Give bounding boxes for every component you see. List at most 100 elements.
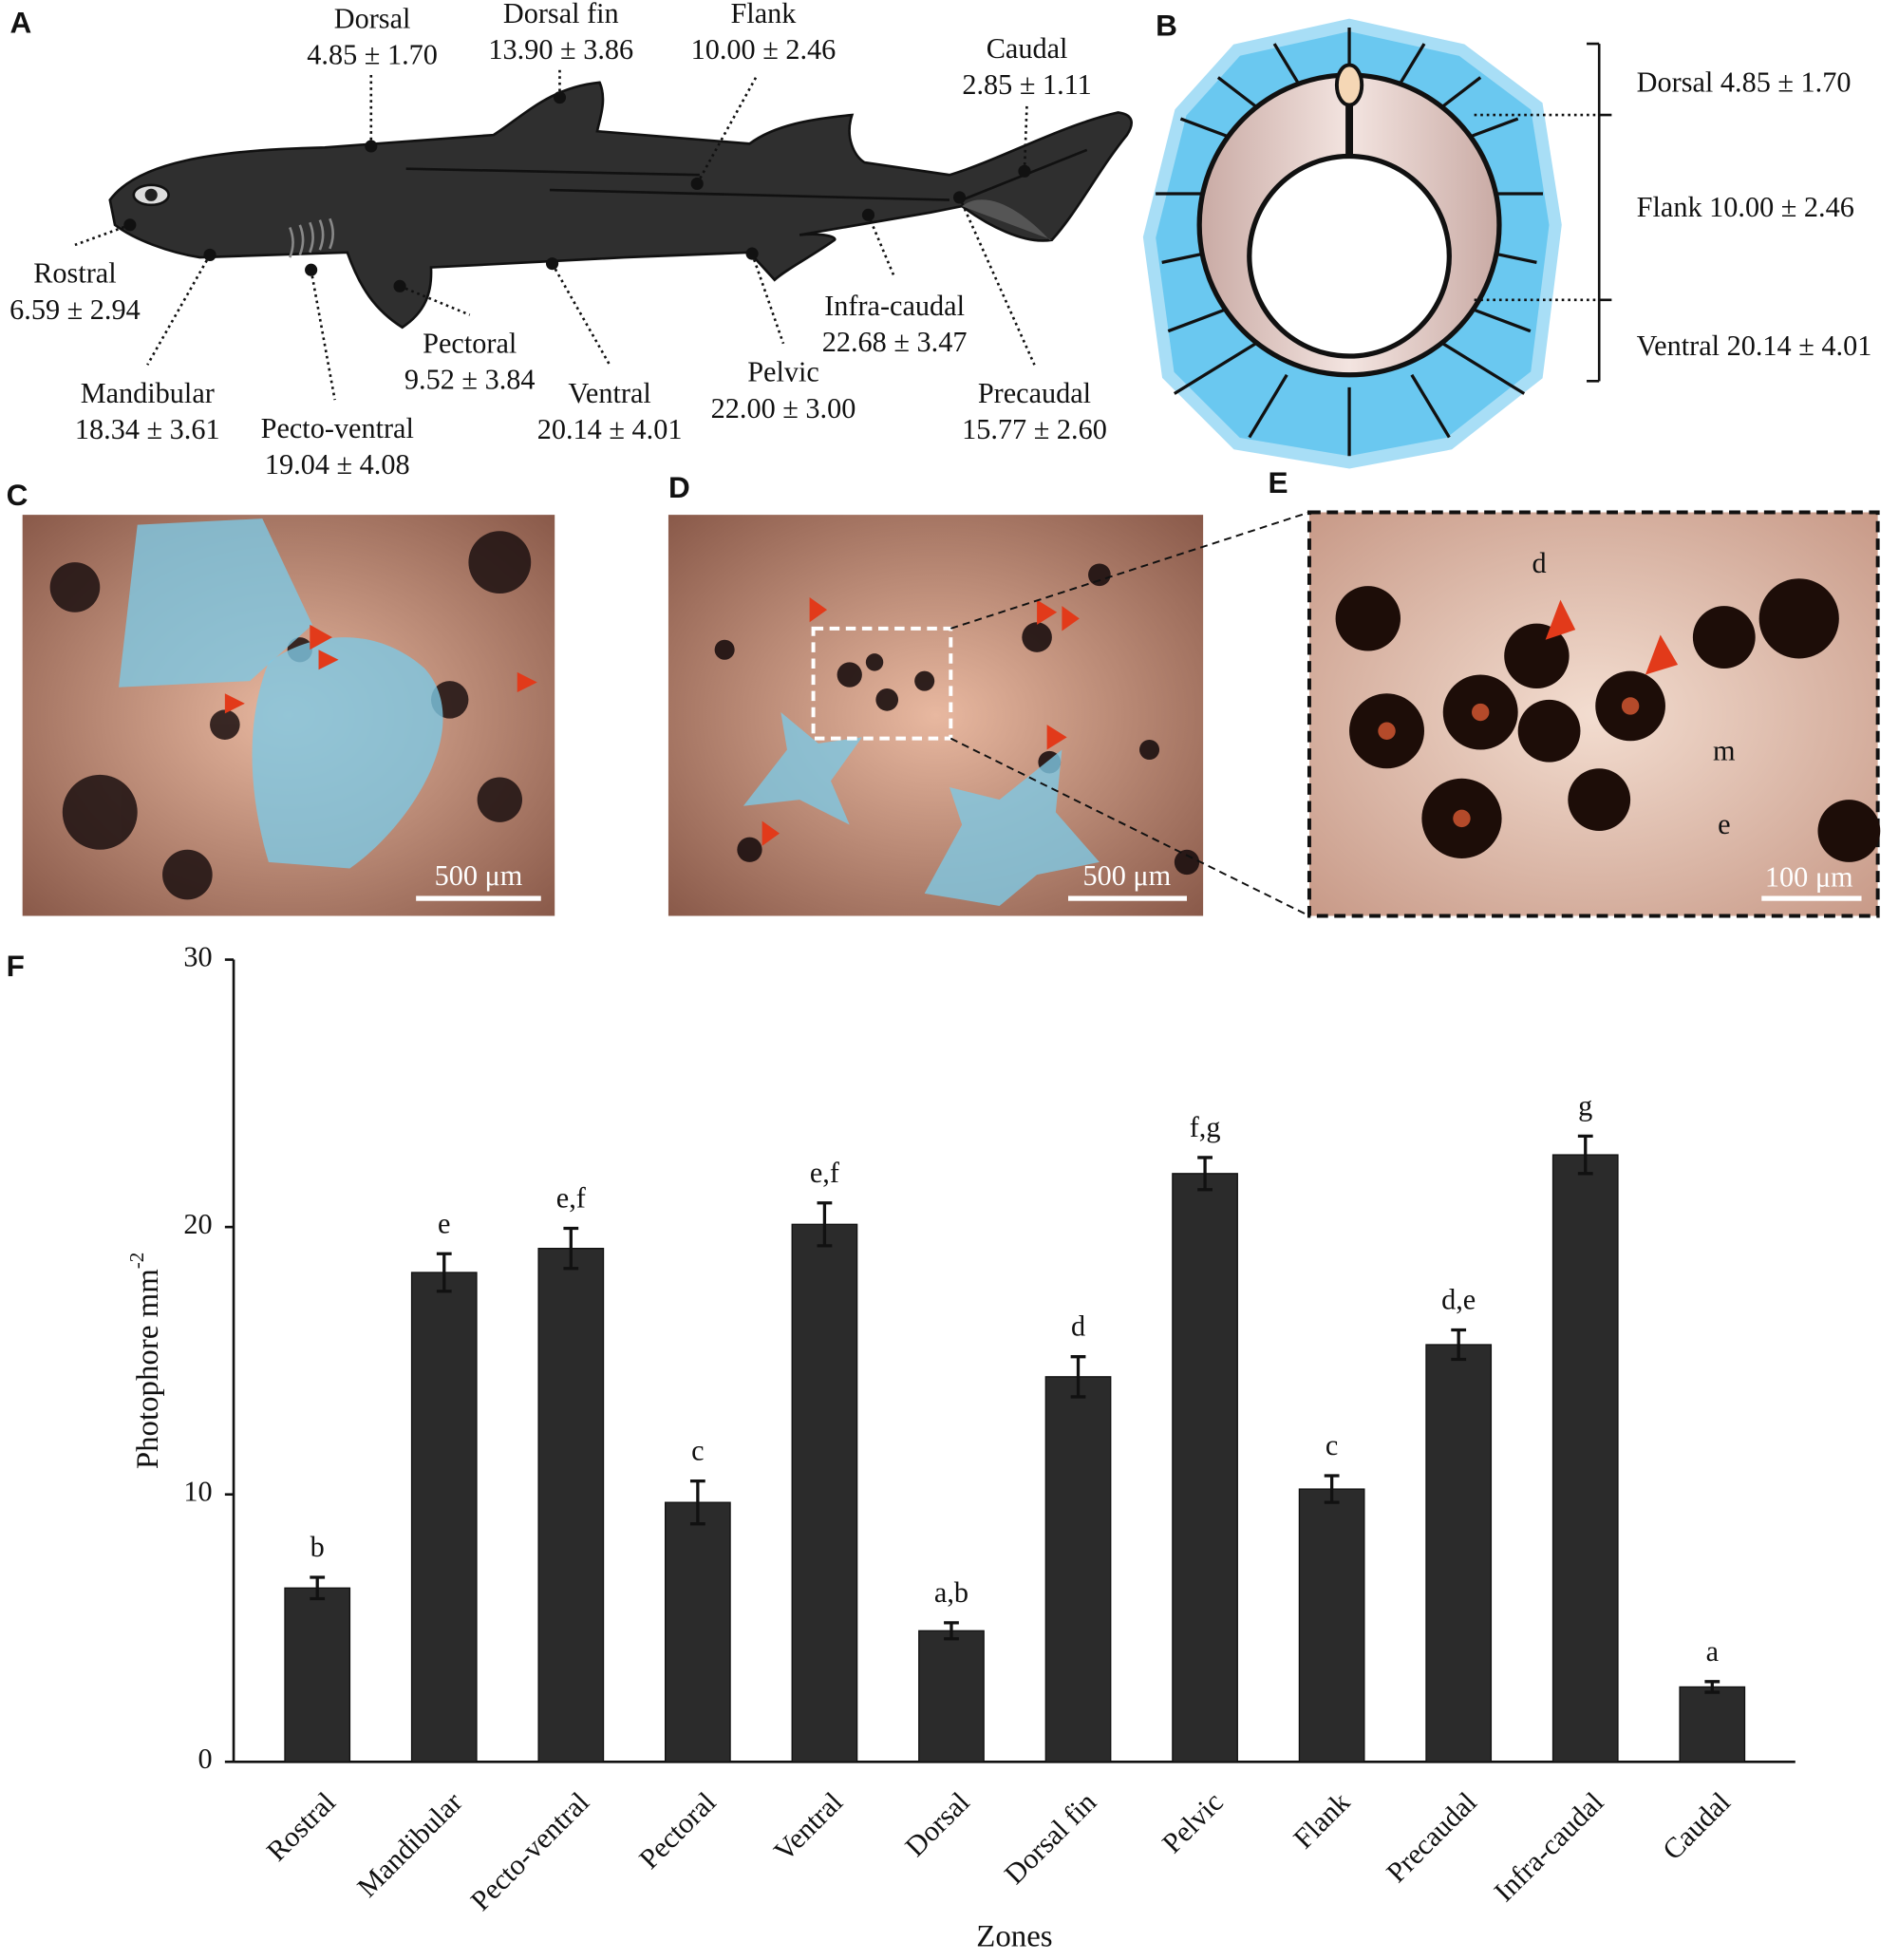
zone-name: Caudal — [987, 32, 1068, 65]
bar — [1425, 1344, 1493, 1762]
x-tick-label: Ventral — [767, 1786, 849, 1868]
y-tick-label: 30 — [183, 940, 212, 972]
x-tick-label: Caudal — [1656, 1786, 1737, 1867]
bar — [1551, 1154, 1619, 1762]
zone-name: Precaudal — [978, 377, 1091, 409]
zone-name: Ventral — [568, 377, 650, 409]
error-bar — [1070, 1355, 1086, 1399]
y-axis-title-sup: -2 — [125, 1253, 148, 1270]
bar — [918, 1630, 985, 1762]
section-label: Dorsal 4.85 ± 1.70 — [1637, 66, 1852, 98]
error-bar — [817, 1201, 833, 1248]
significance-letter: g — [1578, 1089, 1592, 1121]
error-bar — [1451, 1328, 1467, 1362]
zone-value: 19.04 ± 4.08 — [265, 448, 410, 481]
y-tick-label: 20 — [183, 1208, 212, 1240]
significance-letter: d,e — [1441, 1284, 1476, 1316]
zone-name: Mandibular — [81, 377, 215, 409]
zone-value: 2.85 ± 1.11 — [962, 68, 1091, 101]
zone-name: Dorsal fin — [503, 0, 619, 29]
micrograph-c — [22, 515, 555, 916]
zone-value: 13.90 ± 3.86 — [488, 33, 633, 66]
bar — [1172, 1173, 1238, 1762]
zone-labels: Dorsal 4.85 ± 1.70 Dorsal fin 13.90 ± 3.86 F… — [9, 0, 1107, 481]
x-tick-label: Pelvic — [1156, 1786, 1230, 1860]
error-bar — [1197, 1156, 1213, 1192]
panel-label: E — [1269, 465, 1288, 499]
error-bar — [689, 1479, 705, 1526]
panel-label: D — [668, 470, 690, 504]
y-axis-title: Photophore mm-2 — [125, 1253, 165, 1470]
zone-value: 15.77 ± 2.60 — [962, 413, 1107, 445]
y-tick-label: 10 — [183, 1476, 212, 1508]
significance-letter: a — [1706, 1635, 1720, 1668]
zone-value: 20.14 ± 4.01 — [537, 413, 683, 445]
error-bar — [563, 1226, 579, 1271]
zone-name: Infra-caudal — [824, 290, 965, 322]
error-bar — [1324, 1474, 1340, 1504]
tissue-letter: m — [1713, 734, 1736, 766]
bar — [537, 1248, 605, 1762]
bar — [284, 1587, 351, 1762]
x-tick-label: Mandibular — [351, 1786, 469, 1904]
bar — [791, 1223, 858, 1762]
bar — [1044, 1376, 1112, 1762]
section-label: Flank 10.00 ± 2.46 — [1637, 191, 1854, 223]
bar — [410, 1272, 478, 1762]
panel-label: F — [7, 949, 25, 983]
error-bar — [1704, 1680, 1720, 1694]
significance-letter: c — [691, 1435, 704, 1467]
zone-value: 9.52 ± 3.84 — [404, 364, 536, 396]
micrograph-d — [667, 511, 1310, 917]
significance-letter: f,g — [1190, 1111, 1221, 1143]
section-label: Ventral 20.14 ± 4.01 — [1637, 330, 1872, 362]
error-bar — [310, 1575, 326, 1601]
significance-letter: a,b — [934, 1576, 968, 1609]
bar-chart: Photophore mm-2 Zones 0 10 20 30 b Rostral e Ma… — [125, 940, 1796, 1954]
micrograph-e — [1307, 510, 1881, 918]
scale-bar-label: 500 μm — [435, 859, 523, 892]
panel-label: B — [1156, 8, 1177, 42]
error-bar — [1577, 1134, 1593, 1176]
zone-name: Flank — [730, 0, 797, 29]
significance-letter: d — [1071, 1310, 1085, 1343]
error-bar — [436, 1252, 452, 1293]
scale-bar-label: 100 μm — [1765, 860, 1853, 893]
scale-bar-label: 500 μm — [1082, 859, 1171, 892]
x-tick-label: Precaudal — [1380, 1786, 1482, 1889]
cross-section — [1142, 18, 1612, 469]
significance-letter: e — [438, 1207, 450, 1239]
x-tick-label: Dorsal fin — [998, 1786, 1102, 1891]
panel-label: A — [10, 6, 32, 40]
zone-value: 4.85 ± 1.70 — [307, 38, 438, 70]
error-bar — [944, 1621, 959, 1641]
bar — [1298, 1488, 1365, 1762]
x-axis-title: Zones — [976, 1920, 1052, 1954]
x-tick-label: Flank — [1288, 1785, 1357, 1855]
zone-value: 6.59 ± 2.94 — [9, 293, 141, 326]
zone-name: Dorsal — [334, 2, 411, 34]
zone-value: 22.68 ± 3.47 — [822, 326, 968, 358]
bar — [1679, 1686, 1746, 1762]
significance-letter: b — [310, 1531, 325, 1563]
x-tick-label: Rostral — [260, 1786, 342, 1868]
x-tick-label: Pecto-ventral — [464, 1786, 595, 1917]
zone-value: 22.00 ± 3.00 — [711, 392, 856, 424]
leader-lines — [74, 68, 1036, 401]
x-tick-label: Pectoral — [632, 1786, 722, 1875]
y-axis-title-text: Photophore mm — [130, 1269, 164, 1469]
zone-value: 10.00 ± 2.46 — [691, 33, 837, 66]
significance-letter: e,f — [556, 1182, 587, 1215]
significance-letter: e,f — [810, 1157, 840, 1189]
zone-value: 18.34 ± 3.61 — [75, 413, 220, 445]
tissue-letter: d — [1532, 547, 1546, 579]
zone-name: Rostral — [33, 257, 116, 290]
x-tick-label: Infra-caudal — [1488, 1786, 1610, 1909]
significance-letter: c — [1326, 1429, 1338, 1461]
tissue-letter: e — [1718, 808, 1730, 840]
zone-name: Pelvic — [747, 356, 819, 388]
x-tick-label: Dorsal — [899, 1786, 976, 1863]
y-tick-label: 0 — [198, 1743, 213, 1775]
